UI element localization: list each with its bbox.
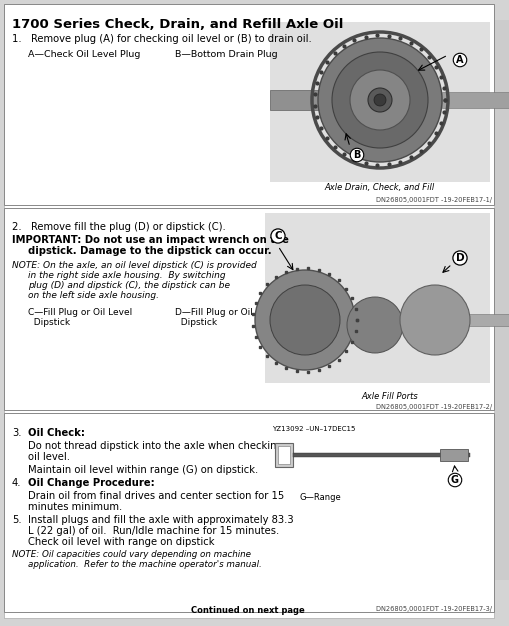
Text: 4.: 4.: [12, 478, 21, 488]
Text: A—Check Oil Level Plug: A—Check Oil Level Plug: [28, 50, 140, 59]
Circle shape: [269, 285, 340, 355]
Circle shape: [373, 94, 385, 106]
Bar: [349, 312, 414, 328]
Circle shape: [367, 88, 391, 112]
Text: NOTE: On the axle, an oil level dipstick (C) is provided: NOTE: On the axle, an oil level dipstick…: [12, 261, 256, 270]
Text: Continued on next page: Continued on next page: [191, 606, 304, 615]
Text: Dipstick: Dipstick: [28, 318, 70, 327]
Text: Do not thread dipstick into the axle when checking: Do not thread dipstick into the axle whe…: [28, 441, 282, 451]
Text: L (22 gal) of oil.  Run/Idle machine for 15 minutes.: L (22 gal) of oil. Run/Idle machine for …: [28, 526, 279, 536]
Bar: [441, 92, 509, 108]
Text: C: C: [274, 231, 281, 241]
Bar: [493, 20, 509, 580]
Text: 5.: 5.: [12, 515, 21, 525]
Text: B: B: [353, 150, 360, 160]
Text: oil level.: oil level.: [28, 452, 70, 462]
Text: Axle Fill Ports: Axle Fill Ports: [361, 392, 417, 401]
Text: C—Fill Plug or Oil Level: C—Fill Plug or Oil Level: [28, 308, 132, 317]
Bar: [265, 213, 489, 383]
Text: DN26805,0001FDT -19-20FEB17-3/: DN26805,0001FDT -19-20FEB17-3/: [375, 606, 491, 612]
Bar: [293, 453, 469, 457]
Text: 1700 Series Check, Drain, and Refill Axle Oil: 1700 Series Check, Drain, and Refill Axl…: [12, 18, 343, 31]
Text: Check oil level with range on dipstick: Check oil level with range on dipstick: [28, 537, 214, 547]
Circle shape: [331, 52, 427, 148]
Text: D—Fill Plug or Oil Level: D—Fill Plug or Oil Level: [175, 308, 279, 317]
Circle shape: [399, 285, 469, 355]
Bar: [439, 449, 467, 461]
Bar: [466, 314, 509, 326]
Text: application.  Refer to the machine operator's manual.: application. Refer to the machine operat…: [28, 560, 261, 569]
Text: DN26805,0001FDT -19-20FEB17-1/: DN26805,0001FDT -19-20FEB17-1/: [375, 197, 491, 203]
Text: 3.: 3.: [12, 428, 21, 438]
Text: Oil Check:: Oil Check:: [28, 428, 85, 438]
Text: Oil Change Procedure:: Oil Change Procedure:: [28, 478, 154, 488]
Text: Maintain oil level within range (G) on dipstick.: Maintain oil level within range (G) on d…: [28, 465, 258, 475]
FancyBboxPatch shape: [4, 4, 493, 618]
Text: NOTE: Oil capacities could vary depending on machine: NOTE: Oil capacities could vary dependin…: [12, 550, 250, 559]
Circle shape: [346, 297, 402, 353]
Text: minutes minimum.: minutes minimum.: [28, 502, 122, 512]
Bar: [269, 22, 489, 182]
Bar: [269, 90, 344, 110]
Text: B—Bottom Drain Plug: B—Bottom Drain Plug: [175, 50, 277, 59]
Text: G: G: [450, 475, 458, 485]
Text: IMPORTANT: Do not use an impact wrench on the: IMPORTANT: Do not use an impact wrench o…: [12, 235, 288, 245]
Text: Dipstick: Dipstick: [175, 318, 217, 327]
Bar: [274, 443, 293, 467]
Text: 2.   Remove fill the plug (D) or dipstick (C).: 2. Remove fill the plug (D) or dipstick …: [12, 222, 225, 232]
Bar: [4, 208, 493, 410]
Polygon shape: [340, 82, 359, 118]
Text: Install plugs and fill the axle with approximately 83.3: Install plugs and fill the axle with app…: [28, 515, 293, 525]
Text: D: D: [455, 253, 463, 263]
Text: YZ13092 –UN–17DEC15: YZ13092 –UN–17DEC15: [271, 426, 355, 432]
Circle shape: [318, 38, 441, 162]
Text: in the right side axle housing.  By switching: in the right side axle housing. By switc…: [28, 271, 225, 280]
Text: Axle Drain, Check, and Fill: Axle Drain, Check, and Fill: [324, 183, 434, 192]
Bar: [269, 418, 489, 518]
Bar: [4, 413, 493, 612]
Text: DN26805,0001FDT -19-20FEB17-2/: DN26805,0001FDT -19-20FEB17-2/: [375, 404, 491, 410]
Bar: [277, 446, 290, 464]
Circle shape: [254, 270, 354, 370]
Text: dipstick. Damage to the dipstick can occur.: dipstick. Damage to the dipstick can occ…: [28, 246, 271, 256]
Circle shape: [349, 70, 409, 130]
Text: A: A: [456, 55, 463, 65]
Text: plug (D) and dipstick (C), the dipstick can be: plug (D) and dipstick (C), the dipstick …: [28, 281, 230, 290]
Text: 1.   Remove plug (A) for checking oil level or (B) to drain oil.: 1. Remove plug (A) for checking oil leve…: [12, 34, 311, 44]
Bar: [4, 4, 493, 205]
Text: on the left side axle housing.: on the left side axle housing.: [28, 291, 159, 300]
Text: G—Range: G—Range: [299, 493, 341, 502]
Text: Drain oil from final drives and center section for 15: Drain oil from final drives and center s…: [28, 491, 284, 501]
